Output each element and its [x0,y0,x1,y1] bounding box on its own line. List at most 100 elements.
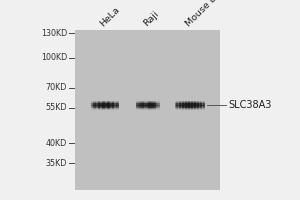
Bar [201,105,202,106]
Bar [137,101,138,102]
Bar [147,103,148,104]
Bar [175,103,176,104]
Bar [110,105,111,106]
Bar [191,107,192,108]
Bar [115,107,116,108]
Bar [148,105,149,106]
Bar [94,106,95,107]
Bar [204,105,205,106]
Bar [110,101,111,102]
Bar [189,101,190,102]
Bar [152,103,153,104]
Bar [183,107,184,108]
Bar [104,104,105,105]
Bar [180,108,181,109]
Bar [151,104,152,105]
Bar [184,102,185,103]
Bar [96,100,97,101]
Bar [201,103,202,104]
Bar [140,104,141,105]
Bar [99,108,100,109]
Bar [113,109,114,110]
Bar [143,109,144,110]
Bar [178,103,179,104]
Bar [138,103,139,104]
Bar [105,105,106,106]
Bar [141,108,142,109]
Bar [180,102,181,103]
Bar [145,105,146,106]
Bar [178,109,179,110]
Bar [154,108,155,109]
Bar [149,106,150,107]
Bar [91,104,92,105]
Bar [137,105,138,106]
Bar [203,109,204,110]
Bar [188,106,189,107]
Bar [116,108,117,109]
Bar [150,102,151,103]
Bar [188,103,189,104]
Bar [200,102,201,103]
Bar [156,107,157,108]
Bar [198,108,199,109]
Bar [117,106,118,107]
Bar [198,103,199,104]
Bar [93,108,94,109]
Bar [201,107,202,108]
Bar [182,109,183,110]
Bar [112,103,113,104]
Bar [195,105,196,106]
Bar [195,102,196,103]
Bar [187,109,188,110]
Bar [141,100,142,101]
Bar [99,108,100,109]
Bar [113,105,114,106]
Bar [198,105,199,106]
Bar [99,103,100,104]
Bar [199,102,200,103]
Bar [98,109,99,110]
Bar [151,106,152,107]
Bar [92,103,93,104]
Bar [117,107,118,108]
Bar [102,101,103,102]
Bar [94,104,95,105]
Bar [94,106,95,107]
Bar [138,103,139,104]
Bar [115,104,116,105]
Bar [189,108,190,109]
Bar [194,106,195,107]
Bar [191,100,192,101]
Bar [176,105,177,106]
Bar [155,103,156,104]
Bar [99,107,100,108]
Bar [180,105,181,106]
Bar [189,105,190,106]
Bar [185,105,186,106]
Bar [104,106,105,107]
Bar [201,104,202,105]
Bar [99,101,100,102]
Bar [198,106,199,107]
Bar [140,106,141,107]
Bar [138,101,139,102]
Bar [150,106,151,107]
Bar [105,102,106,103]
Bar [204,108,205,109]
Bar [195,108,196,109]
Bar [180,107,181,108]
Bar [137,108,138,109]
Bar [100,104,101,105]
Bar [150,103,151,104]
Bar [93,107,94,108]
Bar [148,105,149,106]
Bar [156,103,157,104]
Bar [191,103,192,104]
Bar [201,103,202,104]
Bar [183,108,184,109]
Bar [93,105,94,106]
Bar [105,107,106,108]
Bar [148,108,149,109]
Bar [118,107,119,108]
